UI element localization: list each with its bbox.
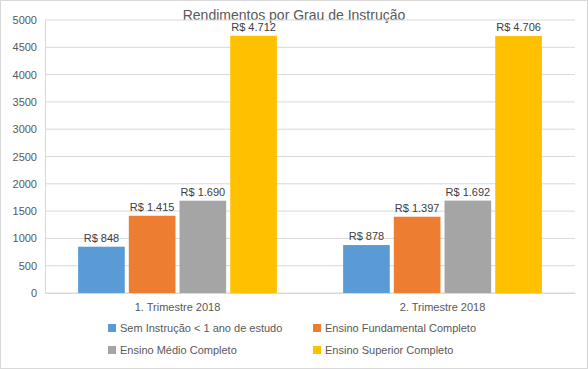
- y-tick-label: 4000: [13, 69, 37, 81]
- bar: [180, 201, 227, 293]
- legend-label: Sem Instrução < 1 ano de estudo: [120, 322, 282, 334]
- y-tick-label: 2000: [13, 178, 37, 190]
- legend-item: Sem Instrução < 1 ano de estudo: [108, 322, 282, 334]
- bar: [343, 245, 390, 293]
- y-tick: 2500: [13, 151, 45, 163]
- y-tick-label: 1000: [13, 232, 37, 244]
- legend-swatch: [108, 346, 116, 354]
- data-label: R$ 4.712: [231, 21, 276, 33]
- y-tick: 4500: [13, 41, 45, 53]
- y-tick: 1500: [13, 205, 45, 217]
- x-tick-label: 2. Trimestre 2018: [400, 301, 486, 313]
- y-tick-label: 500: [19, 260, 37, 272]
- bar: [445, 201, 492, 293]
- chart-border: [1, 1, 588, 369]
- y-axis-line: [45, 21, 46, 294]
- y-tick-label: 0: [31, 287, 37, 299]
- y-tick-label: 4500: [13, 41, 37, 53]
- legend-swatch: [313, 346, 321, 354]
- y-tick: 3000: [13, 123, 45, 135]
- y-tick-label: 1500: [13, 205, 37, 217]
- bar: [230, 36, 277, 293]
- legend-label: Ensino Médio Completo: [120, 344, 237, 356]
- data-label: R$ 1.690: [181, 186, 226, 198]
- grid: [45, 20, 575, 293]
- legend-item: Ensino Superior Completo: [313, 344, 453, 356]
- data-label: R$ 848: [84, 232, 119, 244]
- legend-label: Ensino Superior Completo: [325, 344, 453, 356]
- y-tick-label: 5000: [13, 14, 37, 26]
- y-tick: 3500: [13, 96, 45, 108]
- bar: [394, 217, 441, 293]
- y-tick: 1000: [13, 232, 45, 244]
- data-label: R$ 1.692: [446, 186, 491, 198]
- legend-swatch: [108, 324, 116, 332]
- bar: [78, 247, 125, 293]
- data-label: R$ 1.397: [395, 202, 440, 214]
- legend-label: Ensino Fundamental Completo: [325, 322, 476, 334]
- y-tick-label: 3000: [13, 123, 37, 135]
- y-tick: 2000: [13, 178, 45, 190]
- x-axis-line: [46, 293, 576, 294]
- title: Rendimentos por Grau de Instrução: [183, 7, 406, 23]
- plot: 0 500 1000 1500 2000 2500 3000 3500 4000 4500 5000…: [13, 14, 576, 313]
- x-tick-label: 1. Trimestre 2018: [135, 301, 221, 313]
- y-tick: 4000: [13, 69, 45, 81]
- data-label: R$ 878: [349, 230, 384, 242]
- y-tick-label: 2500: [13, 151, 37, 163]
- y-tick: 0: [31, 287, 45, 299]
- legend-item: Ensino Médio Completo: [108, 344, 237, 356]
- y-axis: 0 500 1000 1500 2000 2500 3000 3500 4000 4500 5000: [13, 14, 46, 299]
- legend-item: Ensino Fundamental Completo: [313, 322, 476, 334]
- data-label: R$ 4.706: [496, 21, 541, 33]
- x-axis: 1. Trimestre 2018 2. Trimestre 2018: [46, 293, 576, 313]
- chart: Rendimentos por Grau de Instrução 0 500 100…: [0, 0, 588, 369]
- bar: [129, 216, 176, 293]
- legend-swatch: [313, 324, 321, 332]
- y-tick: 5000: [13, 14, 45, 26]
- y-tick-label: 3500: [13, 96, 37, 108]
- bars: [78, 36, 542, 293]
- data-label: R$ 1.415: [130, 201, 175, 213]
- x-tick: 1. Trimestre 2018: [135, 293, 221, 313]
- bar: [495, 36, 542, 293]
- y-tick: 500: [19, 260, 45, 272]
- x-tick: 2. Trimestre 2018: [400, 293, 486, 313]
- data-labels: R$ 848 R$ 878 R$ 1.415 R$ 1.397 R$ 1.690 R$ 1…: [84, 21, 541, 244]
- legend: Sem Instrução < 1 ano de estudo Ensino Fu…: [108, 322, 476, 356]
